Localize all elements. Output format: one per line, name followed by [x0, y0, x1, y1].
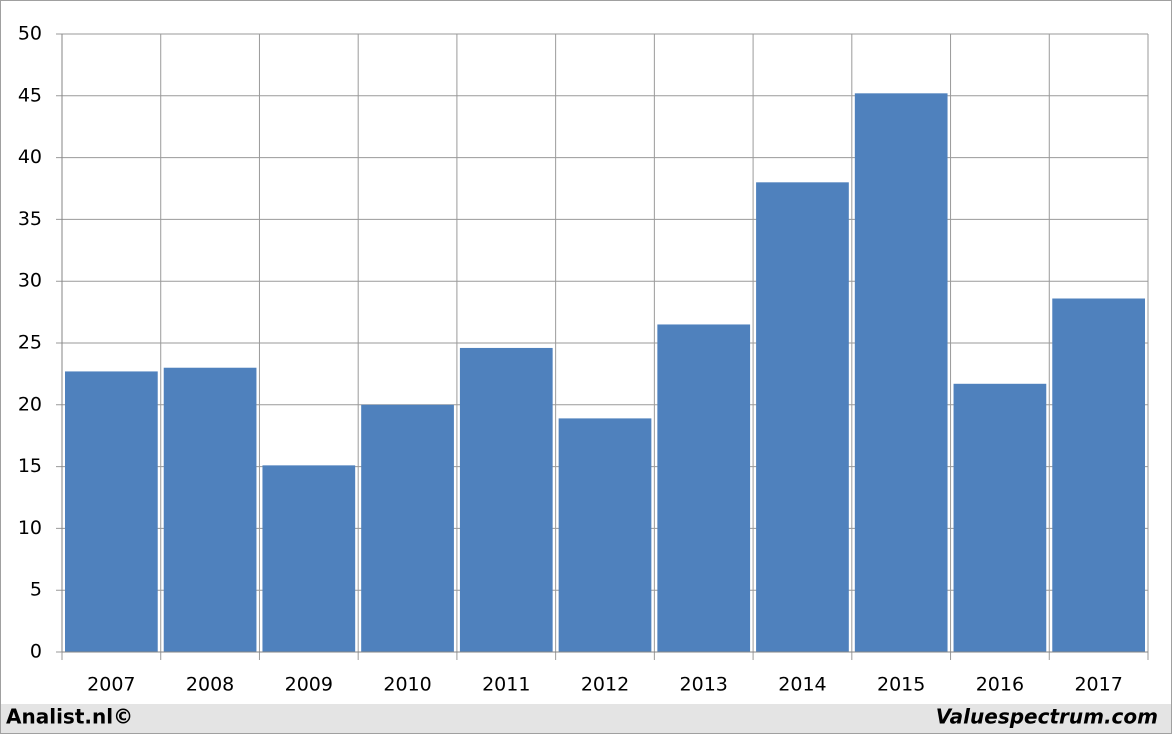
y-tick-label: 5	[30, 579, 42, 601]
footer-left: Analist.nl©	[6, 705, 133, 729]
x-tick-label: 2011	[482, 674, 530, 696]
bar	[262, 465, 356, 652]
bar	[953, 383, 1047, 652]
y-tick-label: 10	[18, 517, 42, 539]
y-tick-label: 30	[18, 270, 42, 292]
x-tick-label: 2017	[1074, 674, 1122, 696]
x-tick-label: 2010	[383, 674, 431, 696]
bar	[459, 347, 553, 652]
x-tick-label: 2013	[680, 674, 728, 696]
x-tick-label: 2012	[581, 674, 629, 696]
x-tick-label: 2015	[877, 674, 925, 696]
bar	[558, 418, 652, 652]
bar	[657, 324, 751, 652]
bar	[1052, 298, 1145, 652]
footer-right: Valuespectrum.com	[936, 705, 1158, 729]
bar	[756, 182, 849, 652]
x-tick-label: 2008	[186, 674, 234, 696]
y-tick-label: 20	[18, 393, 42, 415]
footer-bar	[1, 704, 1171, 733]
x-tick-label: 2016	[976, 674, 1024, 696]
y-tick-label: 45	[18, 84, 42, 106]
y-tick-label: 40	[18, 146, 42, 168]
bar	[361, 404, 454, 652]
x-tick-label: 2014	[778, 674, 826, 696]
bar	[65, 371, 158, 652]
y-tick-label: 25	[18, 332, 42, 354]
x-tick-label: 2009	[285, 674, 333, 696]
y-tick-label: 0	[30, 641, 42, 663]
y-tick-label: 15	[18, 455, 42, 477]
y-tick-label: 35	[18, 208, 42, 230]
x-tick-label: 2007	[87, 674, 135, 696]
y-tick-label: 50	[18, 23, 42, 45]
bar	[163, 367, 257, 652]
bar	[854, 93, 948, 652]
